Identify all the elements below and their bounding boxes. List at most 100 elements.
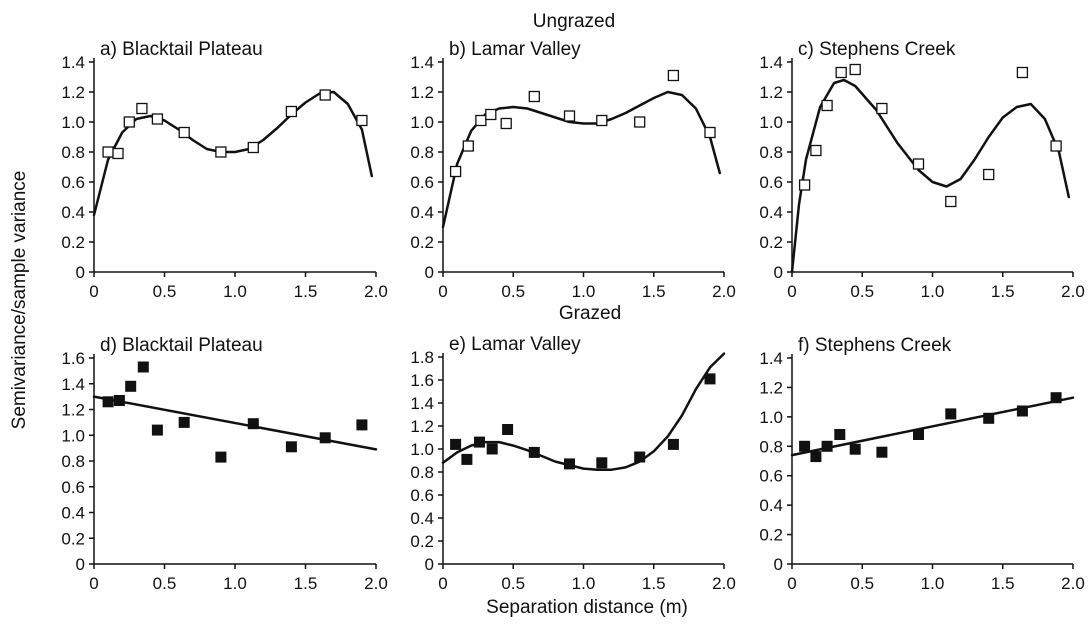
x-tick-label: 2.0 xyxy=(364,282,388,301)
y-tick-label: 0.4 xyxy=(61,504,85,523)
x-tick-label: 1.0 xyxy=(223,282,247,301)
x-tick-label: 2.0 xyxy=(364,574,388,593)
x-tick-label: 0 xyxy=(787,574,796,593)
y-tick-label: 1.0 xyxy=(759,113,783,132)
data-point xyxy=(285,105,298,118)
y-tick-label: 0 xyxy=(425,263,434,282)
data-point xyxy=(945,408,957,420)
y-tick-label: 0.6 xyxy=(410,486,434,505)
panel-title: a) Blacktail Plateau xyxy=(100,39,263,60)
data-point xyxy=(356,419,368,431)
x-tick-label: 1.0 xyxy=(572,282,596,301)
y-tick-label: 0.4 xyxy=(759,496,783,515)
panel-title: f) Stephens Creek xyxy=(798,335,952,356)
data-point xyxy=(450,438,462,450)
y-tick-label: 0.6 xyxy=(759,467,783,486)
y-tick-label: 0.6 xyxy=(61,478,85,497)
y-tick-label: 0.6 xyxy=(759,173,783,192)
y-tick-label: 0 xyxy=(774,555,783,574)
data-point xyxy=(137,361,149,373)
data-point xyxy=(564,458,575,470)
x-tick-label: 1.5 xyxy=(991,574,1015,593)
data-point xyxy=(285,441,297,453)
data-point xyxy=(528,446,540,458)
panel-title: b) Lamar Valley xyxy=(449,39,581,60)
data-point xyxy=(821,99,833,112)
panel-title: e) Lamar Valley xyxy=(449,334,581,355)
data-point xyxy=(810,451,822,463)
data-point xyxy=(1016,66,1029,79)
data-point xyxy=(528,90,540,103)
data-point xyxy=(876,446,888,458)
y-tick-label: 0.4 xyxy=(759,203,783,222)
y-tick-label: 1.2 xyxy=(61,401,85,420)
data-point xyxy=(913,429,924,440)
x-tick-label: 0 xyxy=(438,282,447,301)
y-tick-label: 1.0 xyxy=(410,440,434,459)
x-tick-label: 1.0 xyxy=(921,282,945,301)
data-point xyxy=(945,195,957,208)
panel-2: 0 0.2 0.4 0.6 0.8 1.0 1.2 1.4 0 0.5 1.0 1.5 2.0 b) La… xyxy=(410,39,735,301)
y-tick-label: 1.6 xyxy=(61,349,85,368)
data-point xyxy=(136,102,148,115)
data-point xyxy=(912,158,925,170)
data-point xyxy=(475,114,487,127)
data-point xyxy=(821,440,833,452)
y-tick-label: 1.2 xyxy=(410,417,434,436)
y-tick-label: 0.8 xyxy=(410,463,434,482)
x-tick-label: 1.5 xyxy=(991,282,1015,301)
y-tick-label: 1.0 xyxy=(61,426,85,445)
y-tick-label: 0 xyxy=(76,263,85,282)
panel-title: d) Blacktail Plateau xyxy=(100,335,263,356)
panel-1: 0 0.2 0.4 0.6 0.8 1.0 1.2 1.4 0 0.5 1.0 1.5 2.0 a) Bl… xyxy=(61,39,387,301)
x-tick-label: 0 xyxy=(89,282,98,301)
panel-3: 0 0.2 0.4 0.6 0.8 1.0 1.2 1.4 0 0.5 1.0 1.5 2.0 c) St… xyxy=(759,39,1084,301)
data-point xyxy=(485,108,497,121)
y-tick-label: 0.2 xyxy=(759,233,783,252)
y-tick-label: 1.2 xyxy=(759,83,783,102)
group-label-grazed: Grazed xyxy=(559,303,621,324)
y-tick-label: 1.0 xyxy=(759,408,783,427)
x-tick-label: 0 xyxy=(787,282,796,301)
y-tick-label: 1.0 xyxy=(410,113,434,132)
y-tick-label: 1.6 xyxy=(410,371,434,390)
data-point xyxy=(983,412,995,424)
data-point xyxy=(849,63,861,76)
data-point xyxy=(634,116,646,128)
data-point xyxy=(563,110,576,122)
data-point xyxy=(1016,405,1028,417)
data-point xyxy=(112,147,124,160)
data-point xyxy=(634,451,646,463)
data-point xyxy=(596,457,608,469)
y-tick-label: 1.4 xyxy=(759,53,783,72)
y-tick-label: 0.2 xyxy=(61,529,85,548)
data-point xyxy=(178,416,190,428)
data-point xyxy=(247,418,259,430)
data-point xyxy=(876,102,888,115)
data-point xyxy=(123,116,135,128)
y-tick-label: 0.4 xyxy=(410,203,434,222)
x-tick-label: 0.5 xyxy=(850,574,874,593)
x-tick-label: 1.5 xyxy=(642,282,666,301)
y-tick-label: 1.8 xyxy=(410,348,434,367)
y-tick-label: 1.4 xyxy=(61,53,85,72)
fit-curve xyxy=(441,352,726,471)
y-tick-label: 0.2 xyxy=(61,233,85,252)
y-tick-label: 0.2 xyxy=(410,233,434,252)
x-tick-label: 0.5 xyxy=(501,574,525,593)
data-point xyxy=(502,424,514,435)
x-tick-label: 1.0 xyxy=(223,574,247,593)
y-tick-label: 0.8 xyxy=(61,452,85,471)
data-point xyxy=(178,126,190,139)
x-tick-label: 0.5 xyxy=(153,282,177,301)
data-point xyxy=(449,165,462,178)
fit-curve xyxy=(790,78,1071,274)
data-point xyxy=(102,396,114,408)
y-tick-label: 0 xyxy=(425,555,434,574)
panel-4: 0 0.2 0.4 0.6 0.8 1.0 1.2 1.4 1.6 0 0.5 1.0 1.5 2.0 d)… xyxy=(61,335,387,593)
y-axis-label: Semivariance/sample variance xyxy=(9,171,30,430)
y-tick-label: 0 xyxy=(76,555,85,574)
data-point xyxy=(461,453,473,465)
data-point xyxy=(799,440,811,452)
data-point xyxy=(215,451,227,463)
